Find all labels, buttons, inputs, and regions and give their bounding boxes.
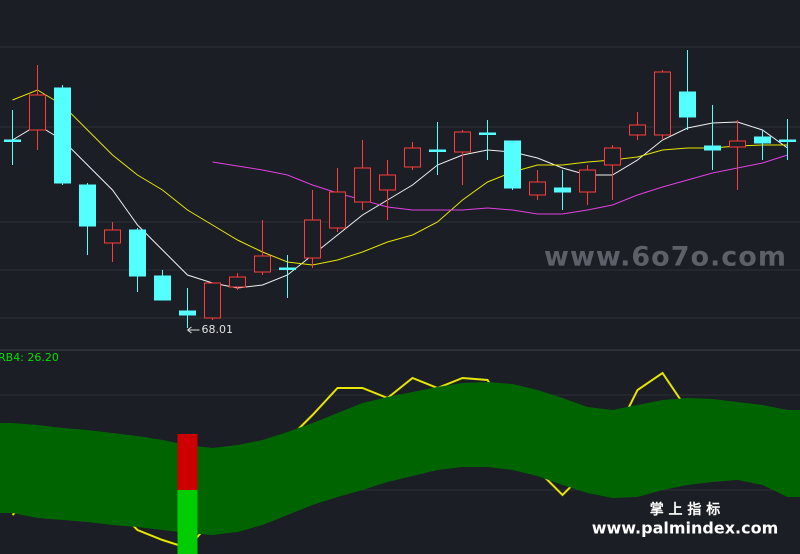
candle-body	[204, 282, 221, 319]
candle-body	[679, 91, 696, 118]
candle-body	[454, 131, 471, 153]
signal-bar	[177, 490, 198, 554]
candle-body	[629, 124, 646, 136]
candle-body	[254, 255, 271, 273]
candle-body	[429, 149, 446, 152]
candle-body	[79, 184, 96, 227]
candle-body	[29, 94, 46, 131]
candle-body	[54, 87, 71, 184]
brand-name: 掌 上 指 标	[650, 501, 721, 518]
ma-line	[12, 89, 788, 266]
candle-body	[554, 187, 571, 193]
candle-body	[354, 167, 371, 203]
annotation-arrow	[187, 326, 200, 334]
watermark: www.6o7o.com	[544, 242, 787, 273]
candle-body	[179, 310, 196, 316]
plot: 68.01	[0, 50, 800, 554]
candle-body	[779, 139, 796, 142]
ma-line	[212, 154, 788, 215]
candle-body	[304, 219, 321, 259]
candle-body	[129, 229, 146, 277]
ma-line	[12, 121, 788, 289]
ma-line	[11, 371, 789, 550]
candle-body	[504, 140, 521, 189]
indicator-label: RB4: 26.20	[0, 351, 59, 364]
signal-bar	[177, 434, 198, 490]
candle-body	[404, 147, 421, 168]
candle-body	[729, 140, 746, 148]
candle-body	[104, 229, 121, 244]
candle-body	[279, 267, 296, 270]
candle-body	[754, 136, 771, 144]
candle-body	[479, 132, 496, 135]
candle-body	[229, 276, 246, 288]
candle-body	[704, 145, 721, 151]
brand-url: www.palmindex.com	[592, 519, 779, 538]
candle-body	[579, 169, 596, 193]
candle-body	[4, 139, 21, 142]
candle-body	[154, 275, 171, 301]
candle-body	[379, 174, 396, 191]
candle-body	[329, 191, 346, 229]
candle-body	[654, 71, 671, 136]
band-area	[0, 382, 800, 535]
candle-body	[604, 147, 621, 166]
candle-body	[529, 181, 546, 196]
low-annotation: 68.01	[202, 323, 234, 336]
